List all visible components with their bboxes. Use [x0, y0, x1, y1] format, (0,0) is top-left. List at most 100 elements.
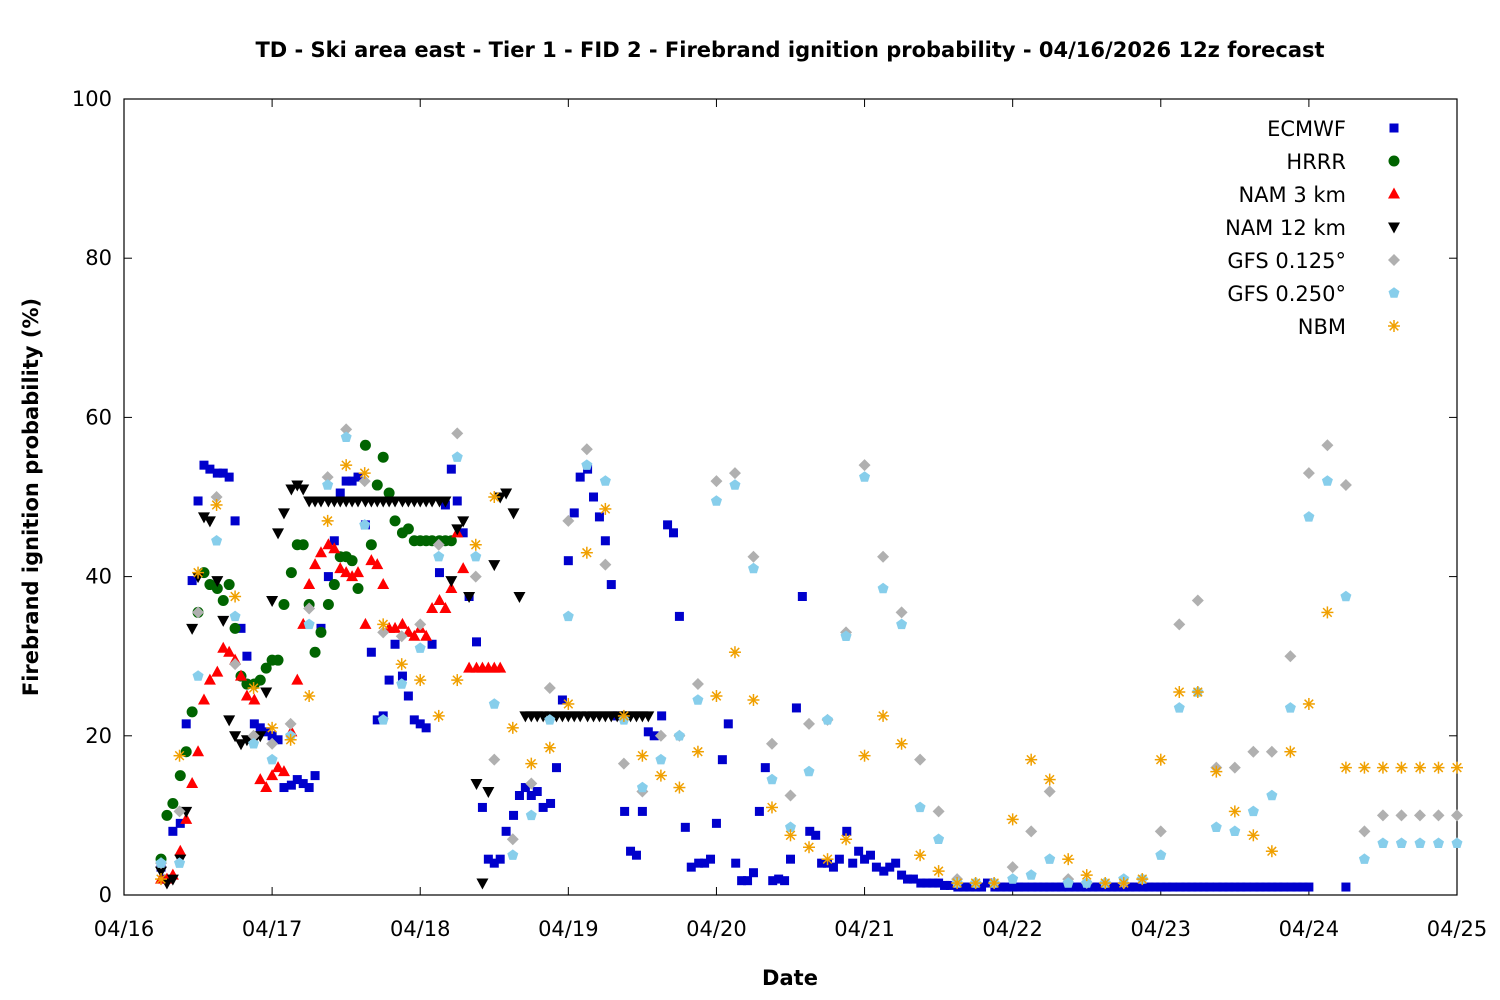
data-point — [1025, 753, 1038, 766]
data-point — [1339, 761, 1352, 774]
data-point — [254, 773, 267, 785]
data-point — [261, 727, 271, 737]
data-point — [458, 528, 468, 538]
data-point — [372, 715, 382, 725]
data-point — [303, 618, 315, 630]
data-point — [1080, 869, 1093, 882]
data-point — [532, 787, 542, 797]
data-point — [217, 594, 229, 606]
data-point — [217, 641, 230, 653]
data-point — [729, 479, 741, 490]
data-point — [982, 878, 992, 888]
data-point — [174, 770, 186, 782]
data-point — [1376, 809, 1389, 822]
data-point — [192, 606, 205, 619]
data-point — [1020, 882, 1030, 892]
data-point — [489, 858, 499, 868]
data-point — [266, 721, 279, 734]
data-point — [668, 528, 678, 538]
data-point — [359, 617, 372, 629]
data-point — [1136, 873, 1149, 886]
data-point — [562, 514, 575, 527]
data-point — [569, 508, 579, 518]
data-point — [642, 711, 655, 723]
data-point — [828, 862, 838, 872]
data-point — [562, 697, 575, 710]
data-point — [1341, 882, 1351, 892]
data-point — [390, 639, 400, 649]
data-point — [469, 570, 482, 583]
data-point — [996, 882, 1006, 892]
data-point — [538, 802, 548, 812]
data-point — [1094, 882, 1104, 892]
x-tick-label: 04/22 — [982, 917, 1043, 941]
data-point — [1156, 882, 1166, 892]
data-point — [747, 550, 760, 563]
data-point — [303, 602, 316, 615]
data-point — [1304, 882, 1314, 892]
data-point — [304, 783, 314, 793]
data-point — [1191, 594, 1204, 607]
data-point — [1273, 882, 1283, 892]
data-point — [748, 562, 759, 574]
data-point — [1292, 882, 1302, 892]
data-point — [291, 673, 304, 685]
data-point — [1266, 789, 1278, 801]
data-point — [1027, 882, 1037, 892]
data-point — [403, 691, 413, 701]
data-point — [254, 674, 266, 686]
data-point — [328, 579, 340, 591]
data-point — [768, 876, 778, 886]
y-tick-label: 100 — [72, 87, 112, 111]
data-point — [1230, 882, 1240, 892]
data-point — [463, 592, 476, 603]
data-point — [285, 484, 298, 496]
data-point — [242, 651, 252, 661]
data-point — [791, 703, 801, 713]
data-point — [821, 853, 834, 866]
data-point — [451, 524, 464, 536]
data-point — [1154, 825, 1167, 838]
data-point — [1006, 813, 1019, 826]
data-point — [858, 749, 871, 762]
data-point — [546, 798, 556, 808]
data-point — [1045, 882, 1055, 892]
data-point — [1377, 837, 1389, 848]
data-point — [784, 789, 797, 802]
y-tick-label: 40 — [85, 565, 112, 589]
data-point — [754, 806, 764, 816]
data-point — [1099, 877, 1112, 890]
data-point — [599, 502, 612, 515]
data-point — [470, 779, 483, 791]
data-point — [434, 568, 444, 578]
data-point — [803, 841, 816, 854]
data-point — [340, 566, 353, 578]
data-point — [212, 468, 222, 478]
series-nam-12-km — [155, 480, 655, 890]
data-point — [1279, 882, 1289, 892]
data-point — [631, 850, 641, 860]
data-point — [451, 674, 464, 687]
data-point — [840, 833, 853, 846]
legend-marker — [1388, 287, 1400, 298]
data-point — [1451, 761, 1463, 774]
data-point — [557, 695, 567, 705]
data-point — [774, 874, 784, 884]
data-point — [1008, 882, 1018, 892]
data-point — [543, 741, 556, 754]
data-point — [1302, 697, 1315, 710]
data-point — [1113, 882, 1123, 892]
data-point — [240, 689, 253, 701]
data-point — [507, 508, 520, 520]
data-point — [445, 535, 457, 547]
data-point — [951, 877, 964, 890]
data-point — [389, 621, 402, 633]
data-point — [211, 583, 223, 595]
data-point — [329, 536, 339, 546]
data-point — [395, 630, 408, 643]
data-point — [580, 546, 593, 559]
data-point — [1224, 882, 1234, 892]
data-point — [1044, 853, 1056, 864]
data-point — [1321, 606, 1334, 619]
data-point — [932, 805, 945, 818]
